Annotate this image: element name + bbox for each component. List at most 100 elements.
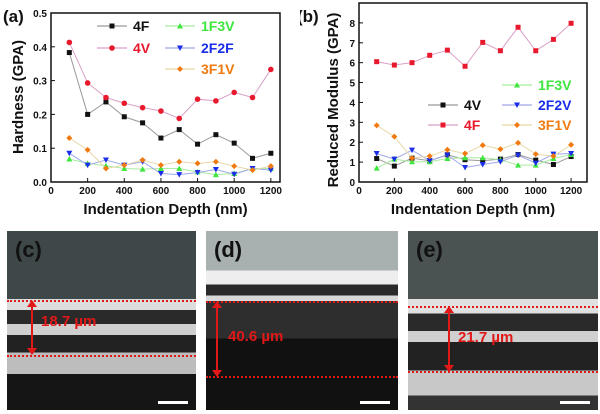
series-line-3F1V xyxy=(376,124,572,159)
series-line-4F xyxy=(376,22,572,67)
data-point xyxy=(109,23,115,29)
data-point xyxy=(139,104,146,111)
top-boundary-line xyxy=(206,300,398,303)
data-point xyxy=(462,164,469,171)
y-tick-label: 5 xyxy=(349,79,355,90)
data-point xyxy=(426,153,433,160)
data-point xyxy=(550,161,556,167)
plot-frame xyxy=(50,12,281,183)
data-point xyxy=(391,133,398,140)
legend-label: 4V xyxy=(464,97,482,113)
x-tick-label: 0 xyxy=(48,186,54,197)
data-point xyxy=(550,36,556,42)
data-point xyxy=(102,165,109,172)
data-point xyxy=(177,23,183,29)
bottom-boundary-line xyxy=(206,375,398,378)
data-point xyxy=(391,163,397,169)
y-tick-label: 0 xyxy=(349,178,355,189)
legend-label: 2F2V xyxy=(538,97,572,113)
y-tick-label: 0.1 xyxy=(33,144,47,155)
data-point xyxy=(157,162,164,169)
data-point xyxy=(479,161,486,168)
data-point xyxy=(157,171,164,177)
data-point xyxy=(268,150,274,156)
data-point xyxy=(66,135,73,142)
data-point xyxy=(84,146,91,153)
legend-label: 4F xyxy=(464,117,481,133)
data-point xyxy=(533,157,539,163)
panel-label: (d) xyxy=(214,237,243,262)
x-axis-label: Indentation Depth (nm) xyxy=(391,201,555,218)
data-point xyxy=(444,47,450,53)
data-point xyxy=(550,153,557,160)
data-point xyxy=(177,66,183,72)
data-point xyxy=(444,152,451,159)
scale-bar xyxy=(560,401,590,404)
panel-label: (a) xyxy=(3,7,24,26)
y-tick-label: 0.2 xyxy=(33,110,47,121)
y-tick-label: 3 xyxy=(349,118,355,129)
x-tick-label: 600 xyxy=(457,186,474,197)
data-point xyxy=(568,151,575,157)
data-point xyxy=(444,146,451,153)
data-point xyxy=(213,132,219,138)
data-point xyxy=(497,146,504,153)
data-point xyxy=(140,120,146,126)
scale-bar xyxy=(360,401,390,404)
x-tick-label: 0 xyxy=(356,186,362,197)
data-point xyxy=(267,167,274,174)
data-point xyxy=(194,170,201,176)
data-point xyxy=(121,162,128,169)
legend-label: 3F1V xyxy=(538,117,572,133)
thickness-arrow xyxy=(444,306,454,372)
data-point xyxy=(497,159,504,165)
legend-label: 2F2F xyxy=(201,40,234,56)
top-boundary-line xyxy=(408,306,598,309)
series-line-4F xyxy=(68,52,271,159)
bottom-boundary-line xyxy=(7,354,196,357)
data-point xyxy=(480,39,486,45)
data-point xyxy=(268,66,274,73)
plot-frame xyxy=(358,2,588,183)
data-point xyxy=(440,122,446,128)
data-point xyxy=(109,45,115,51)
data-point xyxy=(249,94,256,101)
x-tick-label: 800 xyxy=(492,186,509,197)
data-point xyxy=(66,150,73,157)
x-tick-label: 1000 xyxy=(223,186,246,197)
data-point xyxy=(373,122,380,129)
thickness-label: 40.6 µm xyxy=(228,327,284,345)
x-tick-label: 200 xyxy=(386,186,403,197)
data-point xyxy=(176,165,183,171)
y-tick-label: 0.3 xyxy=(33,77,47,88)
panel-label: (b) xyxy=(300,7,319,26)
data-point xyxy=(409,158,416,165)
data-point xyxy=(497,48,503,54)
y-axis-label: Reduced Modulus (GPA) xyxy=(325,13,342,188)
data-point xyxy=(102,157,109,164)
data-point xyxy=(568,20,574,26)
x-tick-label: 600 xyxy=(153,186,170,197)
y-tick-label: 1 xyxy=(349,158,355,169)
y-tick-label: 0.0 xyxy=(33,178,47,189)
data-point xyxy=(176,172,183,178)
data-point xyxy=(158,108,164,114)
data-point xyxy=(515,152,522,159)
data-point xyxy=(195,141,201,147)
legend-label: 3F1V xyxy=(201,61,235,77)
data-point xyxy=(267,163,274,170)
thickness-label: 18.7 µm xyxy=(41,313,97,331)
data-point xyxy=(103,94,109,101)
panel-label: (c) xyxy=(15,237,42,262)
panel-label: (e) xyxy=(416,237,443,262)
data-point xyxy=(84,80,91,86)
data-point xyxy=(84,162,91,169)
data-point xyxy=(177,45,183,51)
hardness-chart: 0 200 400 600 800 1000 1200 0.0 0.1 0.2 0.3 0.4 0.5 I… xyxy=(3,7,282,218)
y-tick-label: 4 xyxy=(349,98,355,109)
data-point xyxy=(176,115,183,122)
series-line-1F3V xyxy=(376,154,572,169)
data-point xyxy=(249,167,256,174)
data-point xyxy=(121,165,128,171)
